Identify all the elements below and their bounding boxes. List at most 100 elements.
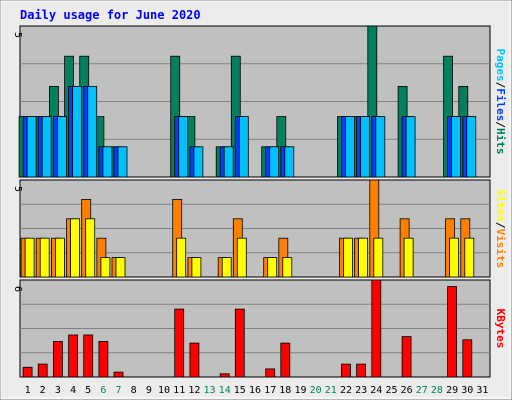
x-tick-label-day-5: 5 (85, 385, 91, 396)
x-tick-label-day-27: 27 (416, 385, 428, 396)
bar-pages-day-12 (193, 146, 204, 178)
bar-sites-day-7 (115, 257, 126, 278)
bar-sites-day-6 (100, 257, 111, 278)
bar-kbytes-day-30 (462, 339, 473, 378)
x-tick-label-day-24: 24 (370, 385, 382, 396)
bar-pages-day-15 (238, 116, 249, 178)
bar-pages-day-5 (87, 86, 98, 178)
bar-kbytes-day-15 (234, 308, 245, 378)
bar-pages-day-29 (451, 116, 462, 178)
bar-sites-day-4 (70, 218, 80, 278)
x-tick-label-day-10: 10 (158, 385, 170, 396)
legend-files: Files (494, 88, 507, 121)
x-tick-label-day-18: 18 (279, 385, 291, 396)
chart-title: Daily usage for June 2020 (20, 8, 201, 22)
bar-pages-day-14 (223, 146, 234, 178)
bar-sites-day-12 (191, 257, 202, 278)
x-tick-label-day-30: 30 (461, 385, 473, 396)
bar-kbytes-day-11 (174, 308, 185, 378)
x-tick-label-day-9: 9 (146, 385, 152, 396)
x-tick-label-day-23: 23 (355, 385, 367, 396)
bar-pages-day-7 (117, 146, 128, 178)
x-tick-label-day-2: 2 (40, 385, 46, 396)
bar-pages-day-17 (269, 146, 280, 178)
bar-pages-day-3 (57, 116, 67, 178)
panel-bottom-series-legend: KBytes (494, 309, 507, 349)
bar-pages-day-24 (375, 116, 386, 178)
panel-middle-series-legend: Sites/Visits (494, 189, 507, 269)
bar-sites-day-22 (343, 237, 353, 278)
bar-sites-day-5 (85, 218, 96, 278)
x-tick-label-day-16: 16 (249, 385, 261, 396)
legend-pages: Pages (494, 49, 507, 82)
x-tick-label-day-17: 17 (264, 385, 276, 396)
x-tick-label-day-31: 31 (476, 385, 488, 396)
bar-kbytes-day-7 (113, 371, 124, 378)
bar-sites-day-14 (221, 257, 232, 278)
x-tick-label-day-19: 19 (294, 385, 306, 396)
x-tick-label-day-20: 20 (310, 385, 322, 396)
x-tick-label-day-12: 12 (188, 385, 200, 396)
x-tick-label-day-7: 7 (115, 385, 121, 396)
x-tick-label-day-25: 25 (385, 385, 397, 396)
bar-kbytes-day-29 (447, 286, 458, 378)
bar-pages-day-2 (41, 116, 52, 178)
x-tick-label-day-11: 11 (173, 385, 185, 396)
bar-pages-day-30 (466, 116, 477, 178)
bar-pages-day-18 (284, 146, 295, 178)
bar-kbytes-day-17 (265, 368, 276, 378)
bar-sites-day-3 (55, 237, 65, 278)
x-tick-label-day-29: 29 (446, 385, 458, 396)
bar-pages-day-4 (72, 86, 82, 178)
legend-visits: Visits (494, 229, 507, 269)
bar-sites-day-1 (24, 237, 35, 278)
bar-kbytes-day-23 (356, 363, 367, 378)
bar-pages-day-26 (405, 116, 416, 178)
bar-kbytes-day-3 (53, 340, 63, 378)
legend-hits: Hits (494, 128, 507, 155)
bar-kbytes-day-1 (22, 366, 33, 378)
bar-kbytes-day-2 (37, 363, 48, 378)
bar-pages-day-6 (102, 146, 113, 178)
x-tick-label-day-22: 22 (340, 385, 352, 396)
bar-kbytes-day-4 (68, 334, 78, 378)
x-tick-label-day-6: 6 (100, 385, 106, 396)
bar-pages-day-11 (178, 116, 189, 178)
bar-sites-day-2 (39, 237, 50, 278)
x-tick-label-day-14: 14 (219, 385, 231, 396)
x-tick-label-day-21: 21 (325, 385, 337, 396)
panel-bottom-ymax-label: 6 (12, 286, 23, 292)
x-tick-label-day-28: 28 (431, 385, 443, 396)
bar-kbytes-day-6 (98, 340, 109, 378)
bar-sites-day-30 (464, 237, 475, 278)
panel-top-series-legend: Pages/Files/Hits (494, 49, 507, 155)
bar-kbytes-day-22 (341, 363, 351, 378)
bar-kbytes-day-12 (189, 342, 200, 378)
bar-pages-day-1 (26, 116, 37, 178)
legend-separator: / (494, 121, 507, 128)
bar-sites-day-24 (373, 237, 384, 278)
panel-middle: 5 Sites/Visits (12, 179, 507, 278)
x-tick-label-day-4: 4 (70, 385, 76, 396)
x-tick-label-day-8: 8 (131, 385, 137, 396)
legend-separator: / (494, 222, 507, 229)
bar-kbytes-day-14 (219, 373, 230, 378)
bar-sites-day-26 (403, 237, 414, 278)
legend-sites: Sites (494, 189, 507, 222)
legend-separator: / (494, 82, 507, 89)
bar-sites-day-29 (449, 237, 460, 278)
x-tick-label-day-1: 1 (25, 385, 31, 396)
bar-pages-day-23 (360, 116, 371, 178)
x-tick-label-day-3: 3 (55, 385, 61, 396)
x-tick-label-day-15: 15 (234, 385, 246, 396)
panel-top-ymax-label: 5 (12, 32, 23, 38)
bar-kbytes-day-26 (401, 336, 412, 378)
bar-kbytes-day-5 (83, 334, 94, 378)
bar-sites-day-18 (282, 257, 293, 278)
bar-pages-day-22 (345, 116, 355, 178)
bar-kbytes-day-18 (280, 342, 291, 378)
x-tick-label-day-13: 13 (203, 385, 215, 396)
bar-sites-day-23 (358, 237, 369, 278)
